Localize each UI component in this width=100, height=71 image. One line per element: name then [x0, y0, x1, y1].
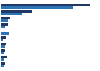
Bar [1, 45, 5, 48]
Bar [1, 13, 22, 15]
Bar [1, 43, 6, 45]
Bar [1, 26, 5, 28]
Bar [1, 52, 4, 54]
Bar [1, 32, 9, 35]
Bar [1, 4, 90, 6]
Bar [1, 65, 4, 67]
Bar [1, 10, 32, 13]
Bar [1, 58, 4, 61]
Bar [1, 6, 73, 9]
Bar [1, 62, 5, 65]
Bar [1, 39, 3, 41]
Bar [1, 17, 10, 19]
Bar [1, 19, 8, 22]
Bar [1, 23, 8, 26]
Bar [1, 49, 5, 52]
Bar [1, 36, 6, 39]
Bar [1, 56, 7, 58]
